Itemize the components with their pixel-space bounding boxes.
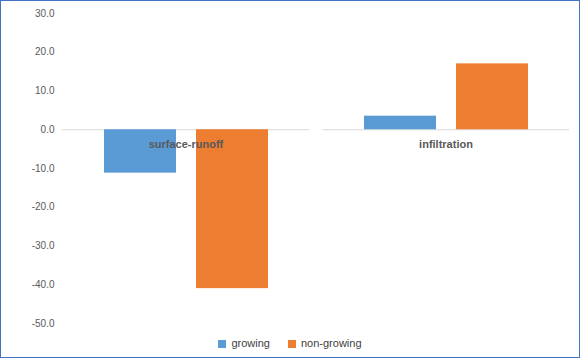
svg-text:surface-runoff: surface-runoff	[149, 138, 224, 150]
svg-text:10.0: 10.0	[35, 85, 55, 96]
svg-text:-40.0: -40.0	[32, 279, 55, 290]
html-text:growing: growing	[231, 337, 270, 349]
svg-text:-20.0: -20.0	[32, 201, 55, 212]
svg-text:-10.0: -10.0	[32, 163, 55, 174]
svg-text:infiltration: infiltration	[419, 138, 473, 150]
svg-text:30.0: 30.0	[35, 8, 55, 19]
svg-text:0.0: 0.0	[41, 124, 55, 135]
svg-text:-30.0: -30.0	[32, 240, 55, 251]
svg-text:20.0: 20.0	[35, 46, 55, 57]
svg-text:-50.0: -50.0	[32, 318, 55, 329]
html-text:non-growing: non-growing	[301, 337, 362, 349]
